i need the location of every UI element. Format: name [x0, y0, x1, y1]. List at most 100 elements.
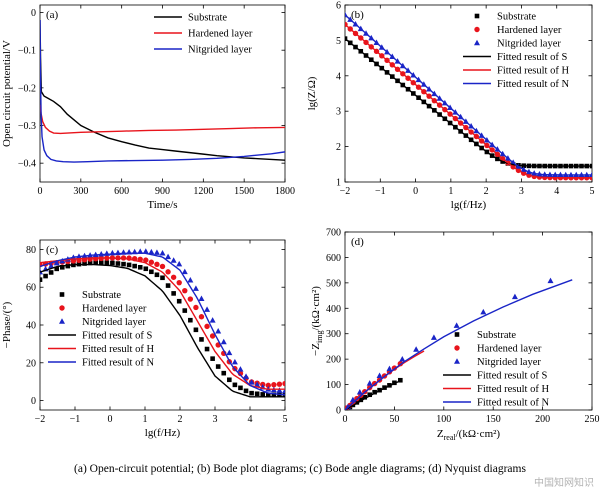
data-point — [182, 287, 188, 294]
x-tick-label: 5 — [590, 186, 595, 197]
y-axis-label: −Zimg/(kΩ·cm²) — [310, 286, 324, 356]
legend-item-substrate-line: Fitted result of S — [443, 371, 547, 382]
x-tick-label: 3 — [213, 414, 218, 425]
data-point — [238, 385, 243, 391]
x-tick-label: 900 — [155, 186, 170, 197]
data-point — [115, 261, 121, 266]
legend-label: Fitted result of S — [477, 371, 547, 382]
data-point — [226, 349, 233, 356]
y-tick-label: −0.4 — [18, 159, 36, 170]
data-point — [165, 283, 171, 288]
x-tick-label: 0 — [108, 414, 113, 425]
data-point — [198, 314, 205, 320]
x-label-unit: /(kΩ·cm²) — [456, 428, 501, 440]
data-point — [53, 259, 60, 266]
x-tick-label: 0 — [38, 186, 43, 197]
data-point — [199, 337, 204, 342]
data-point — [198, 295, 205, 302]
x-tick-label: 4 — [248, 414, 253, 425]
legend-label: Fitted result of S — [497, 52, 567, 63]
data-point — [160, 275, 165, 281]
data-point — [204, 346, 210, 352]
legend-label: Fitted result of S — [82, 331, 152, 342]
legend-item-hardened-circle: Hardened layer — [59, 304, 147, 315]
data-point — [237, 366, 244, 372]
y-tick-label: 200 — [326, 355, 341, 366]
series-line — [345, 38, 592, 167]
x-tick-label: 2 — [178, 414, 183, 425]
series-line — [40, 20, 285, 161]
x-tick-label: 4 — [554, 186, 559, 197]
data-point — [232, 382, 238, 388]
series-line — [40, 104, 285, 135]
y-tick-label: 0 — [336, 406, 341, 417]
data-point — [171, 291, 176, 296]
x-tick-label: 1500 — [234, 186, 254, 197]
legend-label: Fitted result of N — [82, 358, 154, 369]
legend-item-hardened-line: Fitted result of H — [443, 384, 549, 395]
legend-swatch — [454, 345, 460, 351]
series-hardened-line — [345, 23, 592, 179]
data-point — [243, 388, 249, 394]
data-point — [430, 334, 437, 340]
legend-item-nitrided-triangle: Nitgrided layer — [59, 317, 146, 328]
x-tick-label: 300 — [73, 186, 88, 197]
series-line — [345, 279, 573, 410]
data-point — [98, 250, 105, 257]
y-tick-label: 3 — [336, 107, 341, 118]
x-tick-label: −2 — [35, 414, 46, 425]
y-label-sub: img — [315, 331, 324, 343]
data-point — [511, 293, 518, 300]
legend-label: Hardened layer — [477, 344, 542, 355]
series-hardened-undefined — [40, 104, 285, 135]
series-hardened-line — [40, 257, 285, 390]
series-nitrided-triangle — [345, 277, 554, 410]
data-point — [386, 365, 393, 372]
data-point — [193, 327, 199, 333]
legend-label: Substrate — [497, 12, 536, 23]
data-point — [271, 392, 277, 398]
legend-item-substrate-undefined: Substrate — [154, 13, 227, 24]
data-point — [159, 263, 166, 270]
x-tick-label: 100 — [436, 414, 451, 425]
series-line — [40, 252, 285, 396]
x-tick-label: 1 — [448, 186, 453, 197]
x-tick-label: 50 — [389, 414, 399, 425]
data-point — [265, 392, 271, 398]
y-tick-label: 2 — [336, 142, 341, 153]
legend-label: Substrate — [82, 290, 121, 301]
y-tick-label: 80 — [26, 245, 36, 256]
data-point — [40, 277, 43, 282]
legend: Substrate Hardened layer Nitgrided layer Fi… — [443, 330, 549, 409]
chart-c: −2 −1 0 1 2 3 4 5 0 20 40 60 80 (c) lg(f/Hz) −Phase/(°)… — [1, 239, 288, 439]
data-point — [366, 380, 373, 386]
data-point — [237, 370, 244, 377]
data-point — [176, 298, 182, 304]
plot-area — [345, 277, 573, 410]
data-point — [249, 390, 254, 396]
data-point — [187, 276, 194, 283]
legend-label: Fitted result of N — [497, 79, 569, 90]
y-tick-label: 300 — [326, 329, 341, 340]
legend-label: Nitgrided layer — [477, 357, 541, 368]
data-point — [93, 260, 98, 265]
data-point — [187, 296, 194, 302]
legend-label: Fitted result of N — [477, 398, 549, 409]
legend-label: Nitgrided layer — [188, 45, 252, 56]
y-tick-label: 100 — [326, 380, 341, 391]
data-point — [143, 257, 149, 263]
data-point — [176, 279, 182, 286]
data-point — [345, 36, 348, 41]
legend-item-hardened-line: Fitted result of H — [48, 344, 154, 355]
y-axis-label: −Phase/(°) — [1, 301, 13, 348]
legend-label: Hardened layer — [497, 25, 562, 36]
x-tick-label: 600 — [114, 186, 129, 197]
legend-swatch — [454, 358, 460, 364]
series-substrate-line — [345, 380, 401, 410]
chart-d: 0 50 100 150 200 250 0 100 200 300 400 500 600 700 (d)… — [310, 228, 600, 443]
data-point — [170, 274, 177, 280]
series-nitrided-triangle — [40, 248, 285, 394]
data-point — [210, 356, 215, 361]
data-point — [413, 346, 420, 352]
